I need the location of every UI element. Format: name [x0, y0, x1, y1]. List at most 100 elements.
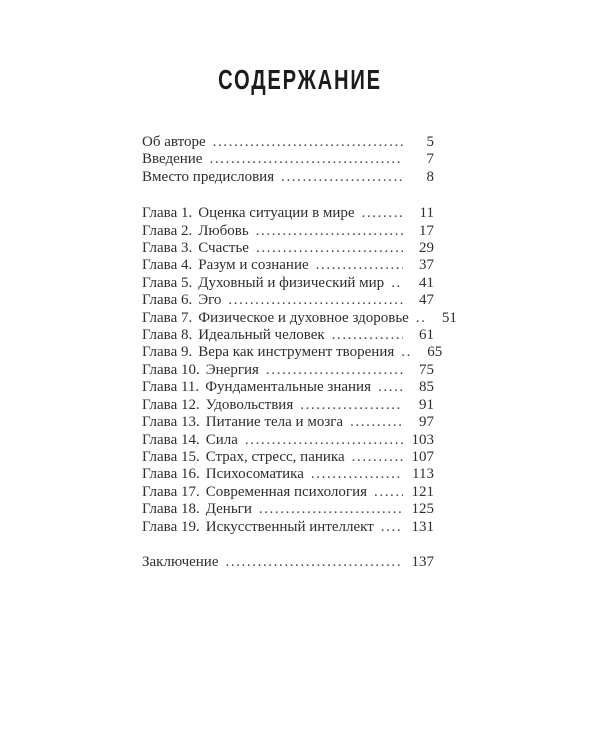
page-number: 7	[426, 151, 435, 168]
chapter-number: Глава 11.	[142, 379, 200, 396]
chapter-title: Духовный и физический мир	[198, 274, 385, 291]
chapter-number: Глава 18.	[142, 501, 200, 518]
toc-row: Глава 19. Искусственный интеллект 131	[142, 519, 434, 536]
dot-leader	[209, 151, 403, 168]
chapter-title: Деньги	[205, 501, 252, 518]
page-number: 125	[411, 501, 435, 518]
toc-row: Глава 12. Удовольствия 91	[142, 397, 434, 414]
dot-leader	[316, 257, 403, 274]
chapter-number: Глава 17.	[142, 483, 200, 500]
page-number: 11	[419, 205, 434, 222]
dot-leader	[350, 414, 403, 431]
chapter-number: Глава 3.	[142, 240, 193, 257]
toc-closing-list: Заключение 137	[142, 554, 434, 571]
toc-row: Глава 6. Эго 47	[142, 292, 434, 309]
toc-row: Глава 17. Современная психология 121	[142, 484, 434, 501]
chapter-title: Энергия	[205, 361, 259, 378]
page-number: 137	[411, 553, 435, 570]
page-number: 113	[412, 466, 434, 483]
page-number: 75	[419, 361, 434, 378]
chapter-title: Фундаментальные знания	[205, 379, 371, 396]
toc-row: Глава 5. Духовный и физический мир 41	[142, 275, 434, 292]
entry-label: Введение	[142, 151, 203, 168]
page-number: 5	[426, 134, 435, 150]
page-number: 65	[427, 344, 443, 361]
page-number: 51	[441, 309, 457, 326]
chapter-title: Счастье	[198, 240, 249, 257]
chapter-number: Глава 15.	[142, 448, 200, 465]
page-number: 61	[419, 327, 434, 344]
toc-row: Глава 2. Любовь 17	[142, 223, 434, 240]
toc-row: Об авторе 5	[142, 134, 434, 151]
dot-leader	[266, 362, 403, 379]
page-number: 103	[411, 431, 435, 448]
toc-row: Глава 9. Вера как инструмент творения 65	[142, 344, 442, 361]
chapter-number: Глава 19.	[142, 518, 200, 535]
page-number: 17	[419, 222, 434, 239]
chapter-title: Разум и сознание	[198, 257, 309, 274]
page-number: 41	[419, 274, 434, 291]
chapter-number: Глава 9.	[142, 344, 193, 361]
page-number: 8	[426, 168, 435, 185]
chapter-title: Удовольствия	[205, 396, 294, 413]
dot-leader	[362, 205, 403, 222]
dot-leader	[281, 169, 403, 186]
dot-leader	[381, 519, 403, 536]
chapter-title: Психосоматика	[205, 466, 304, 483]
page-number: 97	[419, 414, 434, 431]
dot-leader	[213, 134, 403, 151]
dot-leader	[256, 240, 403, 257]
dot-leader	[226, 554, 404, 571]
toc-row: Глава 18. Деньги 125	[142, 501, 434, 518]
toc-front-matter-list: Об авторе 5 Введение 7 Вместо предислови…	[142, 134, 434, 186]
chapter-title: Эго	[198, 292, 222, 309]
chapter-title: Физическое и духовное здоровье	[198, 309, 409, 326]
chapter-number: Глава 5.	[142, 274, 193, 291]
chapter-title: Страх, стресс, паника	[205, 448, 345, 465]
dot-leader	[391, 275, 403, 292]
chapter-title: Искусственный интеллект	[205, 518, 374, 535]
entry-label: Заключение	[142, 553, 219, 570]
toc-row: Глава 4. Разум и сознание 37	[142, 257, 434, 274]
chapter-number: Глава 14.	[142, 431, 200, 448]
dot-leader	[401, 344, 411, 361]
chapter-number: Глава 1.	[142, 205, 193, 222]
chapter-number: Глава 10.	[142, 361, 200, 378]
chapter-number: Глава 4.	[142, 257, 193, 274]
dot-leader	[332, 327, 403, 344]
chapter-title: Питание тела и мозга	[205, 414, 344, 431]
dot-leader	[259, 501, 403, 518]
contents-title: СОДЕРЖАНИЕ	[218, 64, 382, 95]
dot-leader	[300, 397, 403, 414]
dot-leader	[378, 379, 403, 396]
toc-row: Глава 10. Энергия 75	[142, 362, 434, 379]
dot-leader	[352, 449, 403, 466]
chapter-title: Сила	[205, 431, 238, 448]
toc-row: Глава 1. Оценка ситуации в мире 11	[142, 205, 434, 222]
toc-row: Глава 3. Счастье 29	[142, 240, 434, 257]
page-number: 37	[419, 257, 434, 274]
chapter-title: Современная психология	[205, 483, 367, 500]
page-number: 29	[419, 240, 434, 257]
dot-leader	[228, 292, 403, 309]
chapter-title: Оценка ситуации в мире	[198, 205, 355, 222]
dot-leader	[374, 484, 403, 501]
page-number: 121	[411, 483, 435, 500]
page-number: 47	[419, 292, 434, 309]
toc-chapters-list: Глава 1. Оценка ситуации в мире 11 Глава…	[142, 205, 457, 536]
toc-row: Глава 15. Страх, стресс, паника 107	[142, 449, 434, 466]
toc-row: Вместо предисловия 8	[142, 169, 434, 186]
chapter-number: Глава 8.	[142, 327, 193, 344]
toc-row: Введение 7	[142, 151, 434, 168]
toc-row: Глава 7. Физическое и духовное здоровье …	[142, 309, 457, 327]
chapter-number: Глава 16.	[142, 466, 200, 483]
chapter-title: Любовь	[198, 222, 249, 239]
dot-leader	[311, 466, 403, 483]
chapter-number: Глава 12.	[142, 396, 200, 413]
dot-leader	[256, 223, 403, 240]
chapter-number: Глава 2.	[142, 222, 193, 239]
toc-row: Заключение 137	[142, 554, 434, 571]
entry-label: Об авторе	[142, 134, 206, 150]
chapter-number: Глава 7.	[142, 309, 193, 326]
